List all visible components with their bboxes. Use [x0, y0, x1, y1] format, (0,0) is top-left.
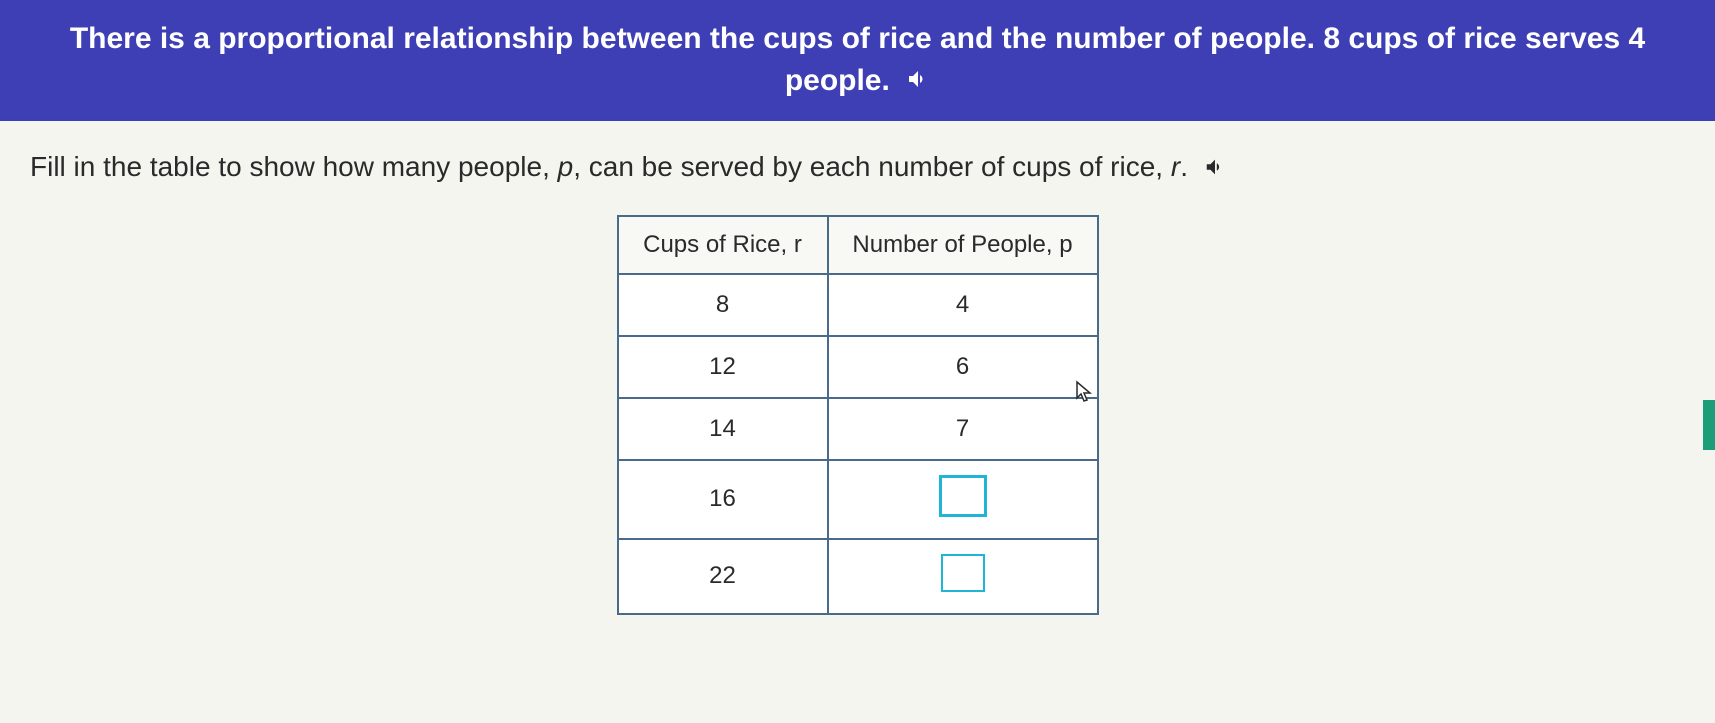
people-cell: 4 [828, 274, 1098, 336]
data-table: Cups of Rice, r Number of People, p 8 4 … [617, 215, 1099, 615]
problem-header: There is a proportional relationship bet… [0, 0, 1715, 121]
table-row: 22 [618, 539, 1098, 614]
rice-cell: 12 [618, 336, 828, 398]
instruction-var-p: p [558, 151, 574, 182]
people-cell: 7 [828, 398, 1098, 460]
header-text: There is a proportional relationship bet… [70, 22, 1645, 97]
table-body: 8 4 12 6 14 7 16 22 [618, 274, 1098, 614]
table-container: Cups of Rice, r Number of People, p 8 4 … [20, 215, 1695, 615]
content-area: Fill in the table to show how many peopl… [0, 121, 1715, 645]
table-row: 12 6 [618, 336, 1098, 398]
instruction-suffix: . [1180, 151, 1188, 182]
header-col2-label: Number of People, [852, 231, 1059, 258]
table-header-row: Cups of Rice, r Number of People, p [618, 216, 1098, 274]
cursor-icon [1075, 380, 1095, 409]
audio-icon[interactable] [906, 61, 930, 103]
header-col2-var: p [1059, 231, 1072, 258]
rice-cell: 14 [618, 398, 828, 460]
people-input-cell [828, 460, 1098, 539]
header-col1-var: r [794, 231, 802, 258]
table-row: 8 4 [618, 274, 1098, 336]
table-row: 14 7 [618, 398, 1098, 460]
answer-input[interactable] [941, 554, 985, 592]
rice-cell: 16 [618, 460, 828, 539]
table-row: 16 [618, 460, 1098, 539]
audio-icon[interactable] [1204, 153, 1226, 185]
side-tab[interactable] [1703, 400, 1715, 450]
rice-cell: 22 [618, 539, 828, 614]
table-header-people: Number of People, p [828, 216, 1098, 274]
instruction-prefix: Fill in the table to show how many peopl… [30, 151, 558, 182]
instruction-text: Fill in the table to show how many peopl… [20, 151, 1695, 185]
people-input-cell [828, 539, 1098, 614]
people-cell: 6 [828, 336, 1098, 398]
table-header-rice: Cups of Rice, r [618, 216, 828, 274]
header-col1-label: Cups of Rice, [643, 231, 794, 258]
rice-cell: 8 [618, 274, 828, 336]
answer-input[interactable] [939, 475, 987, 517]
instruction-middle: , can be served by each number of cups o… [573, 151, 1171, 182]
instruction-var-r: r [1171, 151, 1180, 182]
